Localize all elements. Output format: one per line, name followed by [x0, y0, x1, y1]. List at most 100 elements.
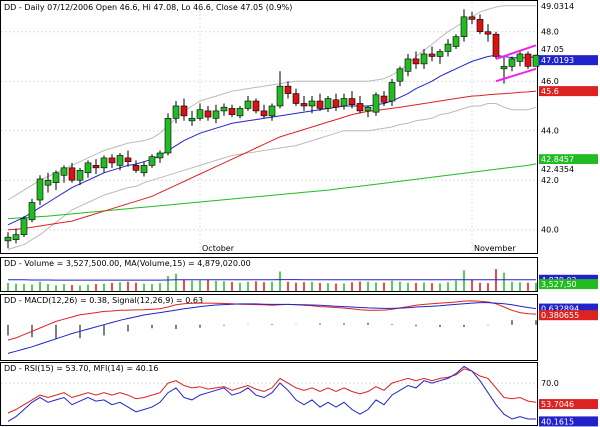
macd-right-label-bg — [539, 310, 598, 321]
trendline — [495, 67, 537, 83]
rsi-panel: DD - RSI(15) = 53.70, MFI(14) = 40.16 70… — [0, 362, 598, 427]
rsi-mfi-line — [7, 365, 536, 422]
candle-up — [44, 179, 52, 186]
rsi-right-label-bg — [539, 416, 598, 427]
candle-up — [340, 98, 348, 107]
volume-panel: DD - Volume = 3,527,500.00, MA(Volume,15… — [0, 257, 598, 292]
candle-up — [52, 172, 60, 183]
candle-up — [116, 155, 124, 166]
candle-up — [188, 118, 196, 122]
macd-panel: DD - MACD(12,26) = 0.38, Signal(12,26,9)… — [0, 294, 598, 361]
candle-up — [508, 58, 516, 67]
candle-down — [316, 100, 324, 109]
candle-up — [12, 234, 20, 240]
price-right-label: 42.8457 — [539, 154, 598, 165]
macd-right-label: 0.380655 — [539, 310, 598, 321]
band-upper-line — [7, 5, 536, 201]
price-right-label: 45.6 — [539, 86, 598, 97]
volume-title: DD - Volume = 3,527,500.00, MA(Volume,15… — [4, 259, 251, 268]
macd-right-label-bg — [539, 303, 598, 314]
candle-up — [444, 43, 452, 52]
candle-down — [108, 157, 116, 164]
candle-down — [380, 95, 388, 103]
ma-mid-line — [7, 90, 537, 231]
candle-up — [268, 105, 276, 117]
candle-up — [140, 165, 148, 174]
candle-down — [124, 157, 132, 162]
volume-right-label: 3,527,50 — [539, 279, 598, 290]
volume-right-label-bg — [539, 279, 598, 290]
volume-ma-line — [8, 279, 536, 281]
price-tick-label: 48.0 — [541, 28, 559, 37]
rsi-tick-label: 70.0 — [541, 379, 559, 388]
candle-down — [484, 31, 492, 35]
rsi-right-label: 40.1615 — [539, 416, 598, 427]
volume-right-label-text: 3,527,50 — [541, 280, 577, 289]
price-right-label-bg — [539, 154, 598, 165]
price-right-label: 47.05 — [539, 44, 598, 55]
candle-up — [60, 167, 68, 176]
ma-slow-line — [7, 163, 537, 220]
rsi-right-label-text: 53.7046 — [541, 400, 574, 409]
candle-down — [356, 103, 364, 112]
macd-macd-line — [7, 300, 537, 341]
candle-down — [132, 165, 140, 171]
candle-down — [260, 110, 268, 117]
price-tick-label: 40.0 — [541, 226, 559, 235]
candle-up — [148, 156, 156, 166]
candle-down — [524, 53, 532, 67]
rsi-right-label-text: 40.1615 — [541, 417, 574, 426]
candle-up — [500, 66, 508, 70]
rsi-title: DD - RSI(15) = 53.70, MFI(14) = 40.16 — [4, 364, 158, 373]
candle-up — [452, 36, 460, 47]
price-right-label-bg — [539, 1, 598, 12]
candle-down — [292, 93, 300, 104]
candle-up — [196, 109, 204, 119]
price-right-label-text: 42.8457 — [541, 155, 574, 164]
candle-up — [532, 54, 540, 67]
candle-up — [164, 118, 172, 154]
price-panel: DD - Daily 07/12/2006 Open 46.6, Hi 47.0… — [0, 0, 598, 254]
candle-up — [276, 85, 284, 107]
price-tick-label: 42.0 — [541, 176, 559, 185]
candle-up — [372, 94, 380, 113]
candle-up — [396, 68, 404, 82]
candle-down — [204, 110, 212, 118]
candle-up — [4, 236, 12, 242]
price-right-label: 47.0193 — [539, 55, 598, 66]
candle-up — [308, 100, 316, 107]
candle-up — [388, 82, 396, 102]
candle-up — [516, 53, 524, 62]
candle-up — [212, 110, 220, 119]
candle-up — [84, 162, 92, 174]
candle-up — [460, 16, 468, 37]
candle-down — [412, 58, 420, 65]
price-header: DD - Daily 07/12/2006 Open 46.6, Hi 47.0… — [4, 3, 292, 12]
candle-up — [172, 105, 180, 119]
header-separator: - — [16, 3, 24, 12]
price-right-label: 42.4354 — [539, 164, 598, 175]
candle-down — [428, 53, 436, 57]
macd-title: DD - MACD(12,26) = 0.38, Signal(12,26,9)… — [4, 296, 203, 305]
month-label: October — [202, 244, 235, 253]
candle-down — [468, 16, 476, 20]
price-right-label-text: 45.6 — [541, 87, 559, 96]
macd-right-label-text: 0.380655 — [541, 311, 579, 320]
candle-up — [76, 170, 84, 181]
trendline — [495, 44, 537, 60]
candle-down — [492, 33, 500, 57]
candle-down — [252, 100, 260, 112]
candle-up — [36, 178, 44, 201]
rsi-rsi-line — [7, 368, 537, 414]
price-right-label-bg — [539, 55, 598, 66]
price-right-label-text: 42.4354 — [541, 165, 574, 174]
candle-down — [332, 99, 340, 108]
candle-down — [180, 105, 188, 117]
candle-down — [92, 165, 100, 169]
price-right-label-text: 47.0193 — [541, 56, 574, 65]
candle-up — [28, 202, 36, 221]
candle-down — [476, 19, 484, 33]
price-right-label-bg — [539, 44, 598, 55]
candle-up — [324, 98, 332, 109]
